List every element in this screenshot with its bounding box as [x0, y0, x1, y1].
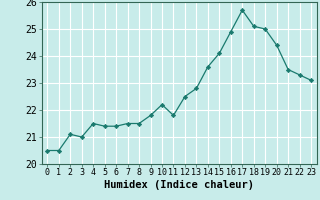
- X-axis label: Humidex (Indice chaleur): Humidex (Indice chaleur): [104, 180, 254, 190]
